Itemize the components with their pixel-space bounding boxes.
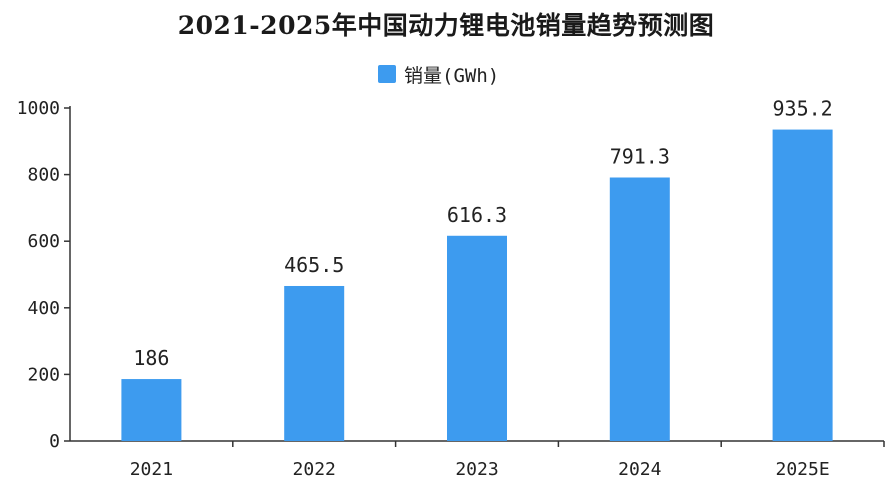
y-axis: 0 200 400 600 800 1000 [17,98,71,452]
x-tick-label: 2021 [130,459,173,480]
y-tick-label: 0 [49,431,60,452]
x-tick-label: 2024 [618,459,661,480]
data-labels: 186 465.5 616.3 791.3 935.2 [133,97,832,370]
bar-2023 [447,235,507,441]
data-label-2024: 791.3 [610,144,670,168]
x-axis: 2021 2022 2023 2024 2025E [70,440,885,480]
x-tick-label: 2023 [455,459,498,480]
data-label-2025e: 935.2 [772,97,832,121]
x-tick-label: 2022 [293,459,336,480]
bar-2025e [772,129,833,441]
legend: 销量(GWh) [378,60,499,88]
bar-2022 [284,285,345,441]
y-tick-label: 400 [27,298,60,319]
chart-title: 2021-2025年中国动力锂电池销量趋势预测图 [177,11,715,40]
y-tick-label: 1000 [17,98,60,119]
bar-2021 [121,379,182,441]
y-tick-label: 800 [27,165,60,186]
legend-swatch [378,65,396,83]
data-label-2023: 616.3 [447,203,507,227]
legend-label: 销量(GWh) [404,64,500,87]
bars [121,129,833,441]
y-tick-label: 200 [27,364,60,385]
data-label-2021: 186 [133,346,169,370]
y-tick-label: 600 [27,231,60,252]
bar-2024 [609,177,670,441]
x-tick-label: 2025E [776,459,830,480]
data-label-2022: 465.5 [284,253,344,277]
